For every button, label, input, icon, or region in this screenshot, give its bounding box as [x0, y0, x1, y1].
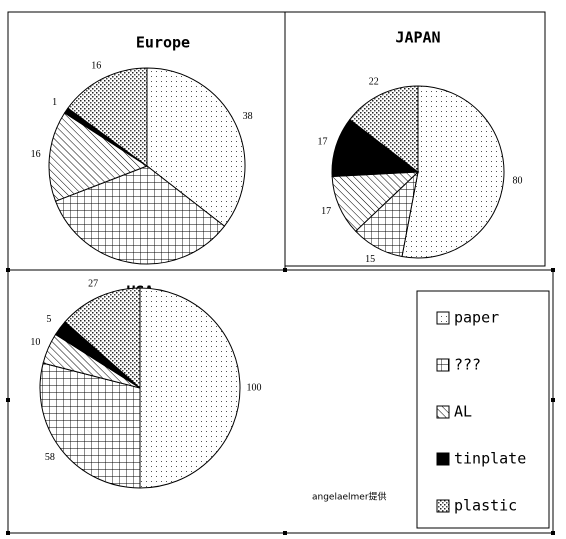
pie-slice: [64, 287, 141, 390]
legend-label: tinplate: [454, 450, 526, 468]
handle: [283, 268, 287, 272]
data-label: 80: [513, 176, 523, 187]
handle: [6, 531, 10, 535]
pie-slice: [54, 165, 226, 265]
legend-label: paper: [454, 309, 499, 327]
data-label: 58: [45, 452, 55, 463]
legend-label: plastic: [454, 497, 517, 515]
legend-swatch: [436, 452, 450, 466]
data-label: 100: [247, 382, 262, 393]
data-label: 1: [52, 97, 57, 108]
chart-title: Europe: [136, 34, 190, 52]
handle: [283, 531, 287, 535]
data-label: 38: [243, 111, 253, 122]
handle: [6, 268, 10, 272]
legend-swatch: [436, 311, 450, 325]
legend-label: ???: [454, 356, 481, 374]
data-label: 15: [365, 254, 375, 265]
watermark: angelaelmer提供: [312, 491, 387, 503]
legend-label: AL: [454, 403, 472, 421]
pie-slice: [401, 85, 505, 259]
pie-slice: [146, 67, 246, 227]
pie-slice: [67, 67, 148, 167]
handle: [551, 531, 555, 535]
legend-swatch: [436, 358, 450, 372]
legend-swatch: [436, 405, 450, 419]
japan-frame: [284, 11, 546, 267]
data-label: 16: [31, 149, 41, 160]
pie-slice: [39, 362, 141, 489]
data-label: 17: [318, 137, 328, 148]
pie-slice: [48, 112, 149, 202]
handle: [551, 398, 555, 402]
data-label: 10: [30, 337, 40, 348]
legend-swatch: [436, 499, 450, 513]
pie-slice: [349, 85, 419, 174]
data-label: 22: [369, 77, 379, 88]
chart-title: JAPAN: [395, 29, 440, 47]
pie-slice: [139, 287, 241, 489]
data-label: 5: [46, 314, 51, 325]
handle: [551, 268, 555, 272]
legend-frame: [416, 290, 550, 529]
data-label: 27: [88, 278, 98, 289]
data-label: 16: [91, 60, 101, 71]
handle: [6, 398, 10, 402]
data-label: 17: [321, 206, 331, 217]
